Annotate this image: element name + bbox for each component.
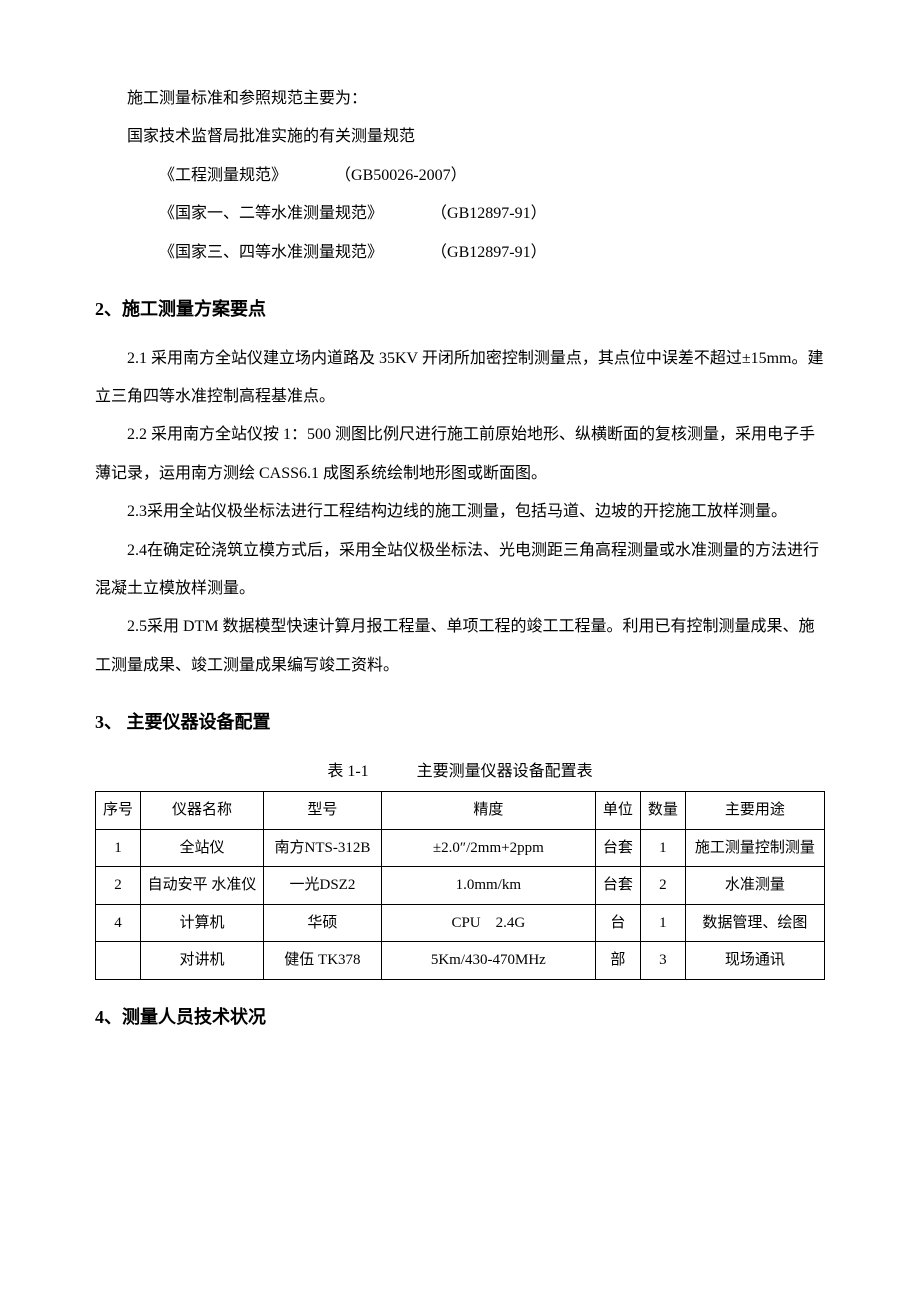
spec-3-code: （GB12897-91） [431,244,547,261]
cell-precision: ±2.0″/2mm+2ppm [381,829,595,867]
section-2-p5: 2.5采用 DTM 数据模型快速计算月报工程量、单项工程的竣工工程量。利用已有控… [95,608,825,685]
cell-name: 全站仪 [140,829,263,867]
cell-seq: 4 [96,904,141,942]
intro-line-1: 施工测量标准和参照规范主要为： [95,80,825,118]
th-use: 主要用途 [685,792,824,830]
cell-name: 对讲机 [140,942,263,980]
cell-unit: 台 [595,904,640,942]
table-row: 对讲机 健伍 TK378 5Km/430-470MHz 部 3 现场通讯 [96,942,825,980]
cell-use: 施工测量控制测量 [685,829,824,867]
table-row: 4 计算机 华硕 CPU 2.4G 台 1 数据管理、绘图 [96,904,825,942]
intro-line-2: 国家技术监督局批准实施的有关测量规范 [95,118,825,156]
cell-seq [96,942,141,980]
cell-unit: 部 [595,942,640,980]
th-name: 仪器名称 [140,792,263,830]
section-4-heading: 4、测量人员技术状况 [95,998,825,1038]
spec-1-code: （GB50026-2007） [335,167,467,184]
cell-name: 计算机 [140,904,263,942]
section-2-heading: 2、施工测量方案要点 [95,290,825,330]
cell-use: 现场通讯 [685,942,824,980]
cell-name: 自动安平 水准仪 [140,867,263,905]
cell-unit: 台套 [595,829,640,867]
cell-unit: 台套 [595,867,640,905]
table-caption-prefix: 表 1-1 [327,763,368,780]
intro-block: 施工测量标准和参照规范主要为： 国家技术监督局批准实施的有关测量规范 《工程测量… [95,80,825,272]
table-caption-title: 主要测量仪器设备配置表 [417,763,593,780]
cell-use: 水准测量 [685,867,824,905]
cell-precision: 5Km/430-470MHz [381,942,595,980]
cell-qty: 3 [640,942,685,980]
section-2-p3: 2.3采用全站仪极坐标法进行工程结构边线的施工测量，包括马道、边坡的开挖施工放样… [95,493,825,531]
section-3-heading: 3、 主要仪器设备配置 [95,703,825,743]
cell-qty: 1 [640,829,685,867]
cell-use: 数据管理、绘图 [685,904,824,942]
spec-1: 《工程测量规范》 （GB50026-2007） [95,157,825,195]
equipment-table: 序号 仪器名称 型号 精度 单位 数量 主要用途 1 全站仪 南方NTS-312… [95,791,825,980]
cell-seq: 2 [96,867,141,905]
cell-qty: 2 [640,867,685,905]
th-precision: 精度 [381,792,595,830]
spec-2: 《国家一、二等水准测量规范》 （GB12897-91） [95,195,825,233]
cell-model: 华硕 [264,904,382,942]
spec-3: 《国家三、四等水准测量规范》 （GB12897-91） [95,234,825,272]
table-caption: 表 1-1 主要测量仪器设备配置表 [95,753,825,791]
th-seq: 序号 [96,792,141,830]
cell-model: 健伍 TK378 [264,942,382,980]
cell-precision: CPU 2.4G [381,904,595,942]
section-2-p2: 2.2 采用南方全站仪按 1：500 测图比例尺进行施工前原始地形、纵横断面的复… [95,416,825,493]
spec-2-name: 《国家一、二等水准测量规范》 [159,205,383,222]
cell-model: 一光DSZ2 [264,867,382,905]
section-2-p1: 2.1 采用南方全站仪建立场内道路及 35KV 开闭所加密控制测量点，其点位中误… [95,340,825,417]
th-model: 型号 [264,792,382,830]
cell-seq: 1 [96,829,141,867]
cell-model: 南方NTS-312B [264,829,382,867]
table-row: 2 自动安平 水准仪 一光DSZ2 1.0mm/km 台套 2 水准测量 [96,867,825,905]
th-qty: 数量 [640,792,685,830]
spec-2-code: （GB12897-91） [431,205,547,222]
cell-precision: 1.0mm/km [381,867,595,905]
spec-3-name: 《国家三、四等水准测量规范》 [159,244,383,261]
table-header-row: 序号 仪器名称 型号 精度 单位 数量 主要用途 [96,792,825,830]
th-unit: 单位 [595,792,640,830]
spec-1-name: 《工程测量规范》 [159,167,287,184]
cell-qty: 1 [640,904,685,942]
table-row: 1 全站仪 南方NTS-312B ±2.0″/2mm+2ppm 台套 1 施工测… [96,829,825,867]
section-2-p4: 2.4在确定砼浇筑立模方式后，采用全站仪极坐标法、光电测距三角高程测量或水准测量… [95,532,825,609]
